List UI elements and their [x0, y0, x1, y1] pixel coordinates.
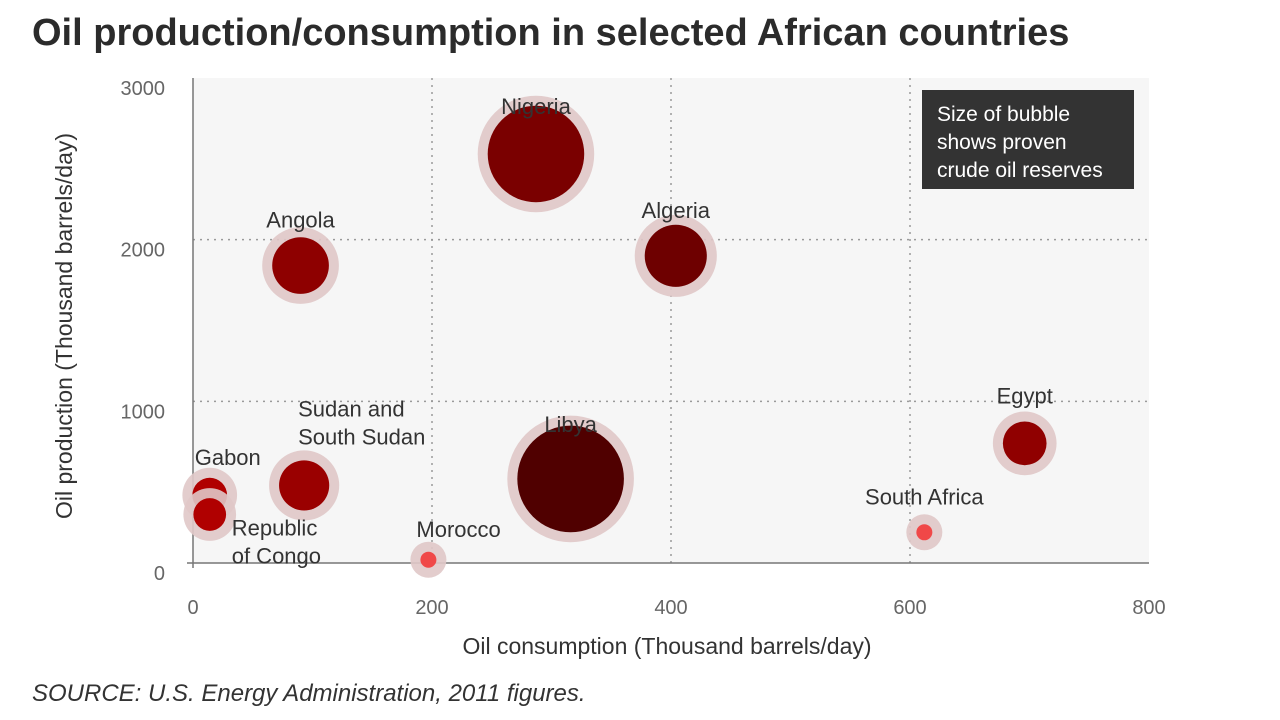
point-label: Morocco	[416, 517, 500, 542]
point-label-line: Gabon	[195, 445, 261, 470]
bubble	[487, 105, 585, 203]
note-box	[922, 90, 1134, 189]
bubble	[644, 224, 707, 287]
point-label-line: Angola	[266, 208, 335, 233]
point-label-line: Algeria	[642, 198, 711, 223]
bubble	[916, 524, 933, 541]
point-label: Angola	[266, 208, 335, 233]
x-tick-label: 800	[1132, 597, 1165, 619]
point-label-line: Morocco	[416, 517, 500, 542]
point-label-line: South Africa	[865, 484, 984, 509]
bubble	[279, 460, 330, 511]
note-line: shows proven	[937, 131, 1067, 154]
point-label: South Africa	[865, 484, 984, 509]
bubble	[420, 551, 437, 568]
bubble	[272, 237, 329, 294]
y-tick-label: 1000	[121, 401, 166, 423]
point-label-line: Republic	[232, 516, 318, 541]
bubble	[193, 498, 227, 531]
y-tick-label: 0	[154, 563, 165, 585]
point-label: Egypt	[997, 383, 1053, 408]
point-label-line: of Congo	[232, 544, 321, 569]
y-axis-title: Oil production (Thousand barrels/day)	[51, 133, 77, 519]
x-tick-label: 600	[893, 597, 926, 619]
point-label: Libya	[544, 412, 597, 437]
point-label: Algeria	[642, 198, 711, 223]
point-label-line: Nigeria	[501, 94, 571, 119]
x-tick-label: 200	[415, 597, 448, 619]
note-line: Size of bubble	[937, 103, 1070, 126]
note-line: crude oil reserves	[937, 159, 1103, 182]
y-tick-label: 2000	[121, 240, 166, 262]
point-label: Republic of Congo	[232, 516, 321, 569]
legend-note: Size of bubble shows proven crude oil rese…	[922, 90, 1134, 189]
x-tick-label: 0	[187, 597, 198, 619]
bubbles	[182, 95, 1057, 578]
point-label-line: South Sudan	[298, 424, 425, 449]
source-note: SOURCE: U.S. Energy Administration, 2011…	[32, 680, 586, 707]
bubble	[1002, 421, 1047, 466]
x-axis-title: Oil consumption (Thousand barrels/day)	[462, 633, 871, 659]
tick-labels: 0 200 400 600 800 0 1000 2000 3000	[121, 78, 1166, 619]
point-label: Sudan and South Sudan	[298, 396, 425, 449]
y-tick-label: 3000	[121, 78, 166, 100]
bubble	[517, 425, 624, 533]
point-label-line: Sudan and	[298, 396, 404, 421]
point-label: Gabon	[195, 445, 261, 470]
chart-title: Oil production/consumption in selected A…	[32, 12, 1070, 54]
point-label: Nigeria	[501, 94, 571, 119]
point-label-line: Egypt	[997, 383, 1053, 408]
x-tick-label: 400	[654, 597, 687, 619]
point-label-line: Libya	[544, 412, 597, 437]
